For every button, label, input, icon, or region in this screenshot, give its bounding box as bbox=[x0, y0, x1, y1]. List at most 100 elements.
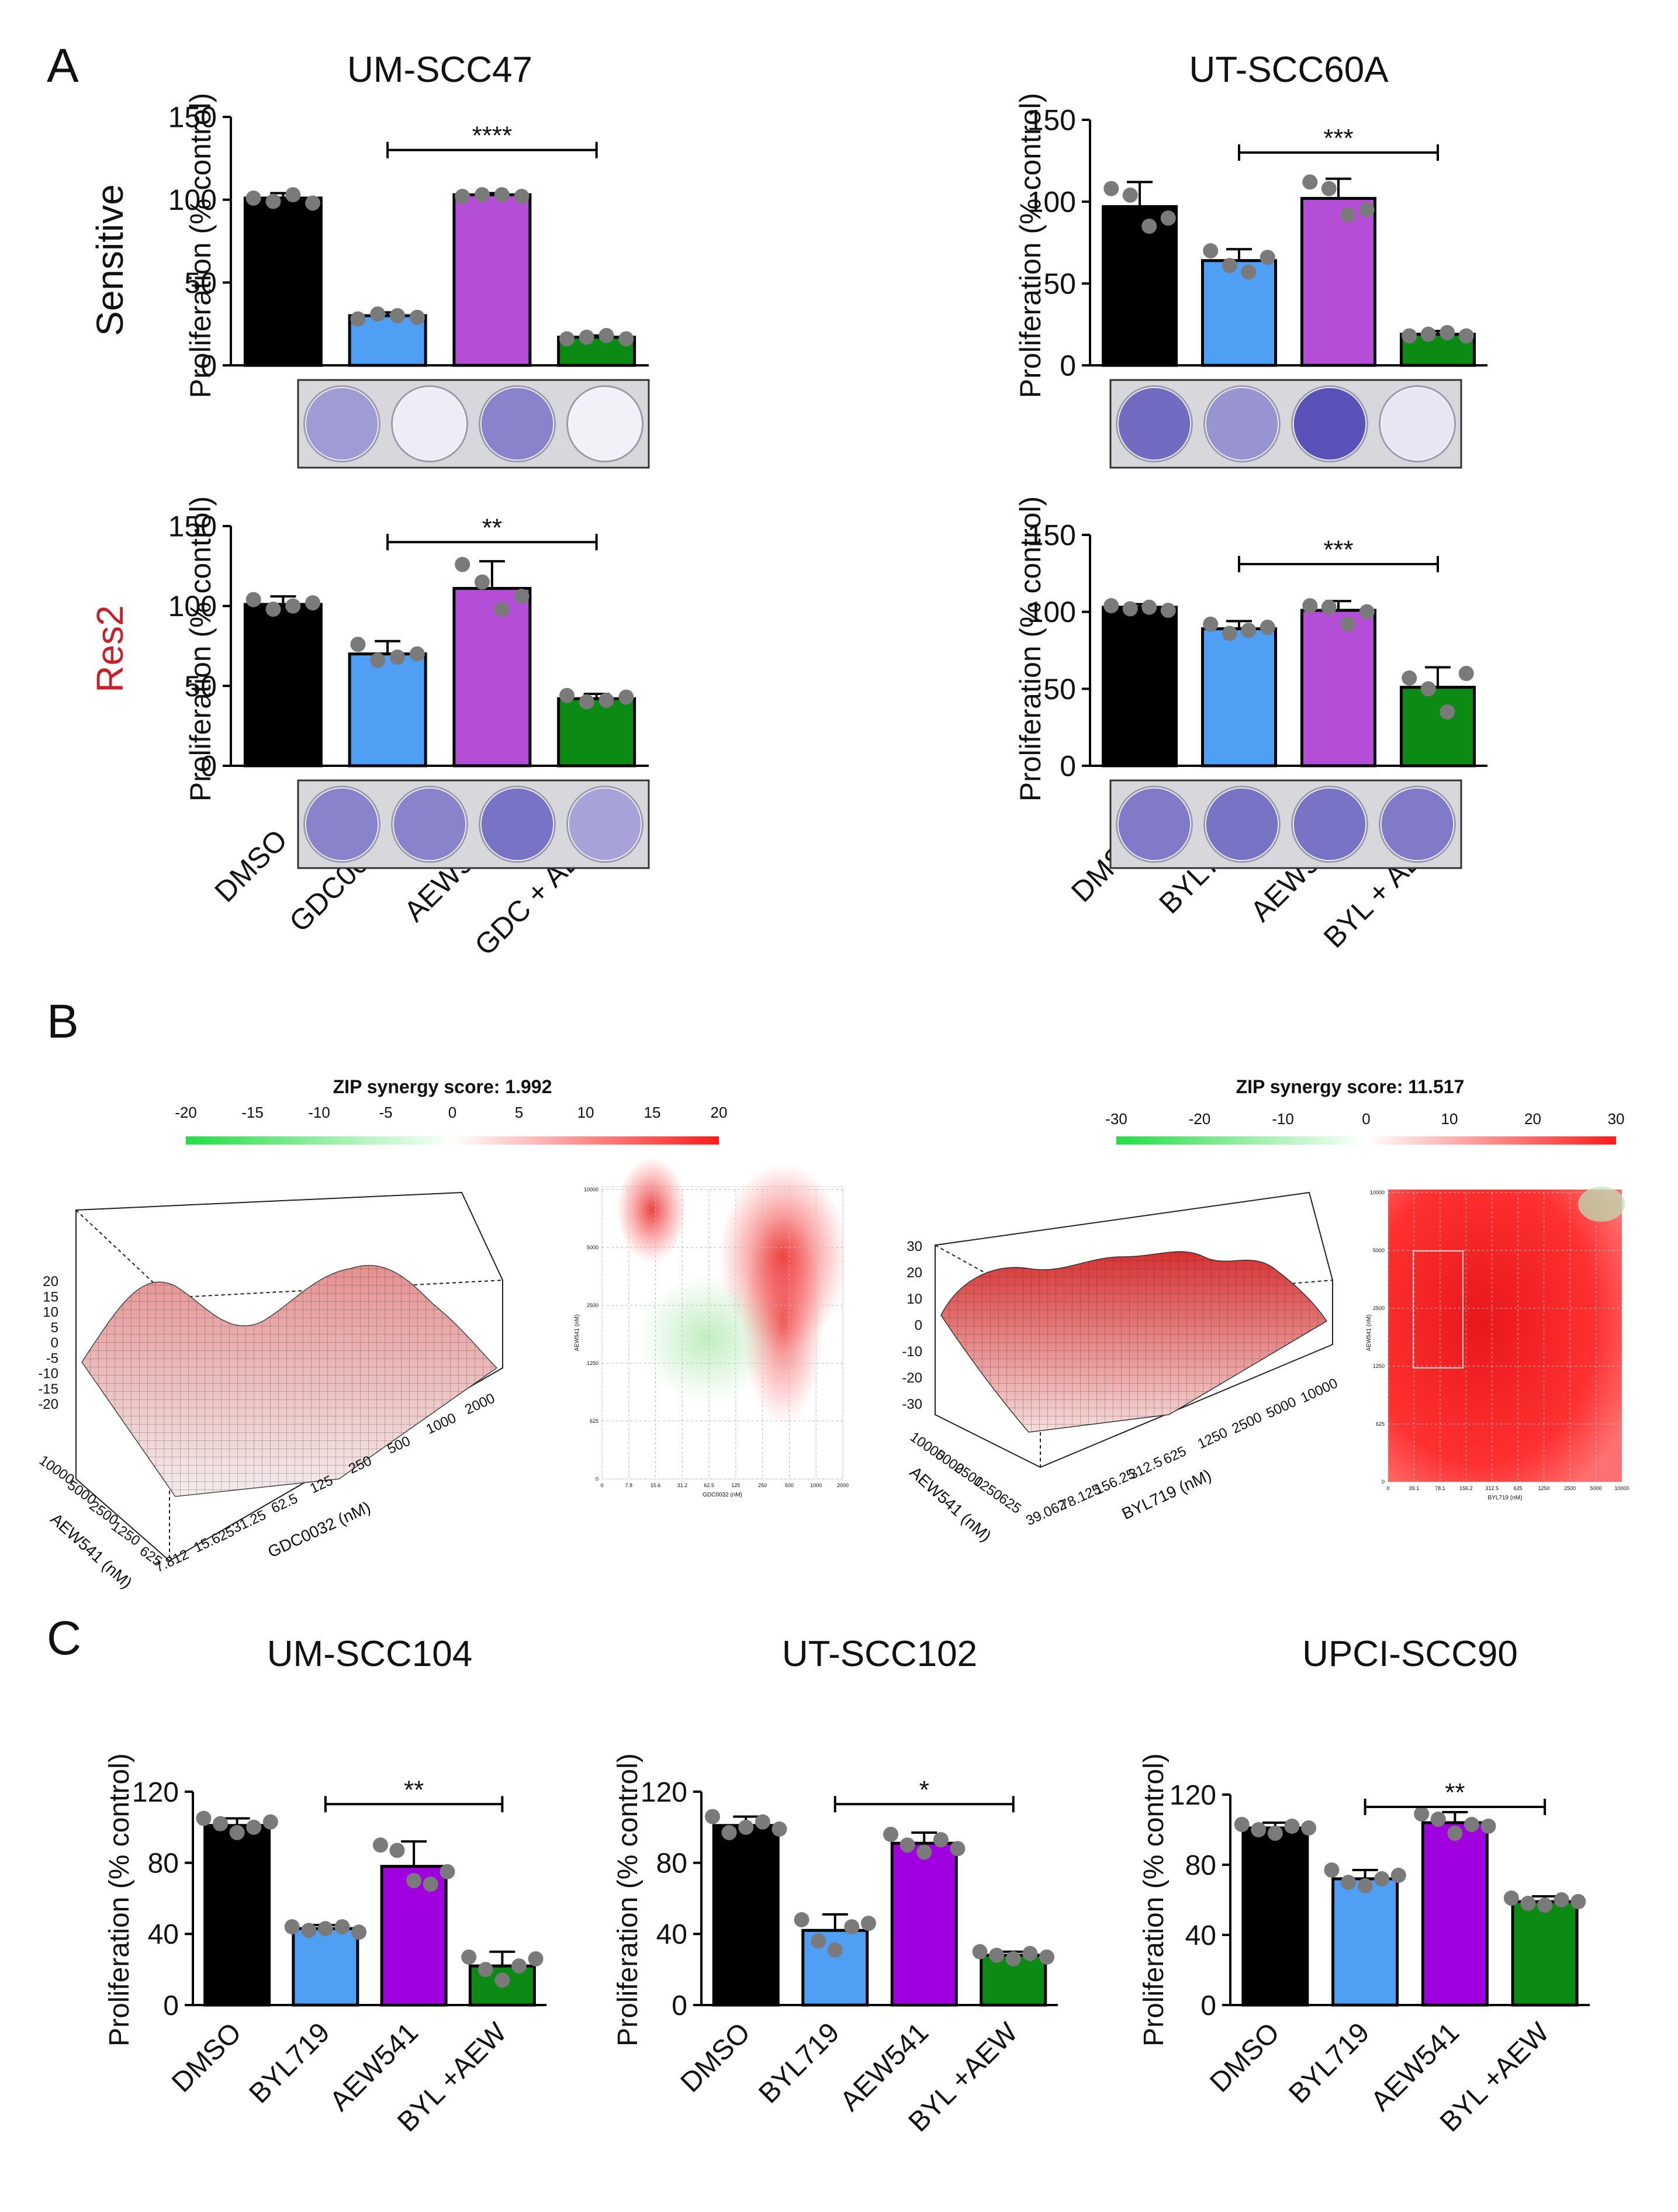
data-point bbox=[372, 1837, 388, 1853]
surface-x-tick: 625 bbox=[1161, 1443, 1189, 1467]
data-point bbox=[618, 689, 634, 705]
data-point bbox=[1160, 210, 1176, 226]
data-point bbox=[317, 1921, 333, 1937]
data-point bbox=[285, 187, 301, 203]
y-tick-label: 50 bbox=[184, 670, 217, 703]
data-point bbox=[305, 595, 321, 611]
surface-z-tick: 20 bbox=[43, 1274, 58, 1290]
data-point bbox=[1267, 1826, 1283, 1841]
y-axis-label: Proliferation (% control) bbox=[184, 93, 217, 398]
surface-z-tick: 10 bbox=[907, 1291, 922, 1307]
y-tick-label: 40 bbox=[148, 1919, 179, 1950]
data-point bbox=[455, 557, 470, 572]
heatmap-left: 0 7.8 15.6 31.2 62.5 125 250 500 1000 2000 10000 50… bbox=[574, 1157, 849, 1498]
row-label-sensitive: Sensitive bbox=[89, 184, 131, 336]
data-point bbox=[409, 309, 425, 325]
data-point bbox=[301, 1923, 317, 1938]
surface-z-tick: 0 bbox=[915, 1318, 922, 1333]
heatmap-x-tick: 10000 bbox=[1614, 1485, 1629, 1491]
data-point bbox=[440, 1864, 455, 1879]
data-point bbox=[933, 1832, 949, 1848]
colorbar-tick: 0 bbox=[1362, 1110, 1370, 1128]
surface-x-tick: 15.625 bbox=[191, 1523, 237, 1556]
heatmap-y-tick: 5000 bbox=[1373, 1247, 1385, 1253]
y-tick-label: 80 bbox=[656, 1848, 687, 1879]
heatmap-x-tick: 2000 bbox=[837, 1482, 849, 1488]
data-point bbox=[1447, 1826, 1463, 1841]
colorbar-tick: -10 bbox=[1272, 1110, 1294, 1128]
data-point bbox=[494, 602, 510, 617]
colorbar-tick: -5 bbox=[379, 1104, 392, 1121]
well-stain bbox=[306, 788, 378, 860]
surface-z-tick: -30 bbox=[902, 1397, 922, 1412]
data-point bbox=[262, 1814, 278, 1830]
heatmap-y-tick: 5000 bbox=[587, 1245, 598, 1250]
bar-dmso bbox=[243, 603, 323, 768]
row-label-res2: Res2 bbox=[89, 605, 131, 692]
data-point bbox=[1321, 181, 1337, 196]
data-point bbox=[370, 306, 386, 322]
surface-z-tick: -15 bbox=[38, 1381, 58, 1397]
y-tick-label: 0 bbox=[1060, 350, 1076, 382]
data-point bbox=[229, 1824, 245, 1840]
well-stain bbox=[1293, 388, 1366, 460]
data-point bbox=[860, 1916, 876, 1931]
surface-x-tick: 1250 bbox=[1195, 1425, 1230, 1452]
chart-title: UPCI-SCC90 bbox=[1302, 1634, 1518, 1674]
heatmap-x-tick: 39.1 bbox=[1409, 1485, 1420, 1491]
chart-a_umscc47_res2: Proliferation (% control)0 50 100 150 ** DMSO… bbox=[168, 496, 649, 962]
x-tick-label: BYL719 bbox=[1283, 2017, 1375, 2109]
data-point bbox=[794, 1912, 809, 1927]
data-point bbox=[245, 190, 261, 206]
heatmap-y-tick: 625 bbox=[590, 1418, 598, 1424]
surface-x-tick: 312.5 bbox=[1126, 1454, 1165, 1483]
data-point bbox=[1324, 1862, 1340, 1878]
significance-label: ** bbox=[482, 513, 502, 542]
well-stain bbox=[1381, 788, 1454, 860]
data-point bbox=[1570, 1894, 1586, 1909]
data-point bbox=[350, 637, 366, 652]
y-tick-label: 80 bbox=[1185, 1850, 1216, 1881]
y-axis-label: Proliferation (% control) bbox=[104, 1753, 135, 2047]
data-point bbox=[1430, 1812, 1446, 1827]
data-point bbox=[579, 329, 594, 345]
surface-z-tick: 20 bbox=[907, 1265, 922, 1281]
colorbar-right bbox=[1116, 1136, 1616, 1145]
colorbar-tick: 20 bbox=[1524, 1110, 1541, 1128]
data-point bbox=[559, 687, 575, 703]
data-point bbox=[1414, 1806, 1430, 1822]
panel-label-a: A bbox=[47, 39, 79, 92]
data-point bbox=[265, 602, 281, 617]
y-axis-label: Proliferation (% control) bbox=[184, 496, 217, 801]
data-point bbox=[1141, 219, 1157, 234]
heatmap-x-tick: 125 bbox=[731, 1482, 740, 1488]
heatmap-x-tick: 15.6 bbox=[651, 1482, 661, 1488]
data-point bbox=[827, 1942, 843, 1958]
data-point bbox=[883, 1827, 899, 1842]
panel-label-b: B bbox=[47, 995, 79, 1048]
synergy-right: ZIP synergy score: 11.517 -30 -20 -10 0 10 20… bbox=[902, 1076, 1629, 1545]
well-stain bbox=[481, 388, 553, 460]
surface-z-tick: 30 bbox=[907, 1239, 922, 1254]
data-point bbox=[455, 189, 470, 204]
well-stain bbox=[393, 388, 466, 460]
well-stain bbox=[569, 388, 641, 460]
well bbox=[566, 385, 643, 462]
bar-dmso bbox=[243, 196, 323, 367]
data-point bbox=[1340, 207, 1356, 223]
surface-z-tick: -20 bbox=[38, 1397, 58, 1412]
data-point bbox=[285, 598, 301, 614]
data-point bbox=[1520, 1896, 1536, 1911]
y-tick-label: 80 bbox=[148, 1848, 179, 1879]
y-tick-label: 0 bbox=[1060, 750, 1076, 783]
y-tick-label: 120 bbox=[132, 1777, 179, 1808]
y-tick-label: 150 bbox=[1027, 519, 1076, 552]
data-point bbox=[1420, 681, 1436, 697]
heatmap-y-tick: 10000 bbox=[584, 1187, 598, 1193]
colorbar-tick: 20 bbox=[711, 1104, 728, 1121]
data-point bbox=[1122, 187, 1138, 203]
synergy-score-left: ZIP synergy score: 1.992 bbox=[333, 1076, 552, 1097]
bar-byl719 bbox=[1201, 259, 1277, 367]
heatmap-y-tick: 0 bbox=[1382, 1479, 1385, 1485]
